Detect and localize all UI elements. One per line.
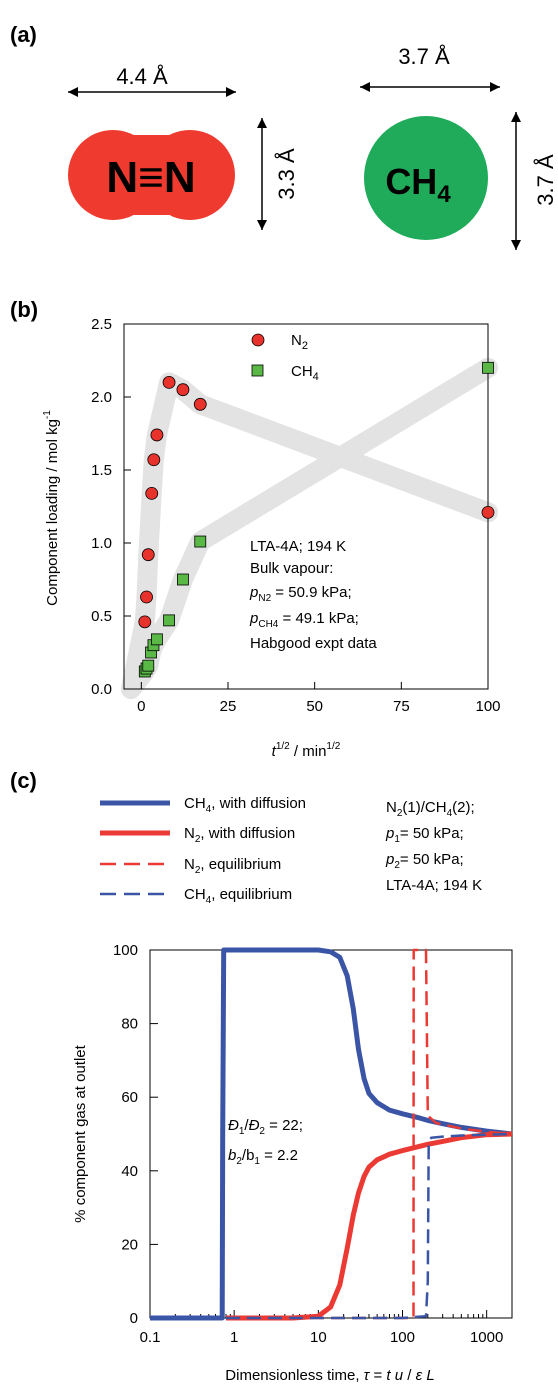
y-tick-label: 0.0 — [91, 681, 112, 698]
annot-line-2: Bulk vapour: — [250, 560, 333, 577]
annot-c-line-1: Đ1/Đ2 = 22; — [228, 1117, 303, 1137]
panel-b-label: (b) — [10, 297, 38, 322]
legend-n2-label: N2 — [291, 332, 308, 352]
x-tick-label: 100 — [475, 698, 500, 715]
n2-point — [150, 428, 164, 442]
ch4-height-label: 3.7 Å — [533, 154, 558, 206]
ch4-point — [482, 361, 494, 374]
param-line-2: p1= 50 kPa; — [385, 825, 464, 845]
chart-b-ylabel: Component loading / mol kg-1 — [42, 410, 61, 606]
legend-n2-diff-label: N2, with diffusion — [184, 825, 295, 845]
chart-c-xlabel: Dimensionless time, τ = t u / ε L — [225, 1367, 434, 1384]
y-tick-label: 1.0 — [91, 535, 112, 552]
x-tick-label: 1 — [230, 1329, 238, 1346]
chart-c-ticks: 0.1 1 10 100 1000 0 20 40 60 80 100 — [113, 942, 513, 1346]
n2-point — [481, 505, 495, 519]
x-tick-label: 0.1 — [140, 1329, 161, 1346]
n2-point — [138, 615, 152, 629]
x-tick-label: 100 — [390, 1329, 415, 1346]
n2-point — [145, 486, 159, 500]
y-tick-label: 2.0 — [91, 389, 112, 406]
param-line-3: p2= 50 kPa; — [385, 851, 464, 871]
ch4-point — [194, 535, 207, 548]
x-tick-label: 50 — [306, 698, 323, 715]
ch4-equilibrium-curve — [226, 1132, 513, 1320]
y-tick-label: 0.5 — [91, 608, 112, 625]
ch4-diffusion-curve — [150, 947, 513, 1321]
x-tick-label: 1000 — [470, 1329, 503, 1346]
x-tick-label: 10 — [310, 1329, 327, 1346]
n2-point — [141, 548, 155, 562]
ch4-sphere — [364, 116, 488, 240]
annot-line-5: Habgood expt data — [250, 635, 377, 652]
ch4-point — [163, 614, 175, 627]
legend-ch4-label: CH4 — [291, 363, 319, 383]
panel-c-label: (c) — [10, 768, 37, 793]
annot-line-4: pCH4 = 49.1 kPa; — [249, 610, 359, 630]
legend-ch4-eq-label: CH4, equilibrium — [184, 886, 292, 906]
y-tick-label: 0 — [130, 1310, 138, 1327]
x-tick-label: 0 — [137, 698, 145, 715]
ch4-height-arrow — [511, 112, 521, 250]
n2-point — [147, 453, 161, 467]
ch4-point — [151, 633, 163, 646]
param-line-1: N2(1)/CH4(2); — [386, 799, 475, 819]
ch4-point — [177, 573, 189, 586]
chart-b: 0 25 50 75 100 0.0 0.5 1.0 1.5 2.0 2.5 N2 CH4 LTA-… — [42, 316, 501, 760]
ch4-symbol: CH4 — [385, 161, 451, 208]
n2-symbol: N≡N — [106, 153, 195, 202]
n2-diffusion-curve — [226, 1131, 513, 1321]
chart-b-legend: N2 CH4 — [251, 332, 319, 383]
n2-equilibrium-curve — [226, 948, 513, 1320]
annot-c-line-2: b2/b1 = 2.2 — [228, 1147, 298, 1167]
chart-b-marks — [138, 361, 495, 678]
legend-n2-marker — [251, 333, 265, 347]
chart-c: 0.1 1 10 100 1000 0 20 40 60 80 100 Đ1/Đ2 = 22; b2… — [72, 942, 513, 1384]
param-line-4: LTA-4A; 194 K — [386, 877, 482, 894]
chart-c-frame — [149, 949, 513, 1319]
n2-height-arrow — [257, 118, 267, 230]
y-tick-label: 1.5 — [91, 462, 112, 479]
chart-b-annotation: LTA-4A; 194 K Bulk vapour: pN2 = 50.9 kP… — [249, 538, 377, 652]
chart-c-annotation: Đ1/Đ2 = 22; b2/b1 = 2.2 — [228, 1117, 303, 1167]
annot-line-1: LTA-4A; 194 K — [250, 538, 346, 555]
n2-bridge — [113, 135, 190, 215]
chart-b-ticks: 0 25 50 75 100 0.0 0.5 1.0 1.5 2.0 2.5 — [91, 316, 500, 715]
x-tick-label: 25 — [220, 698, 237, 715]
panel-a-label: (a) — [10, 22, 37, 47]
y-tick-label: 60 — [121, 1089, 138, 1106]
legend-ch4-marker — [251, 364, 264, 377]
n2-molecule: N≡N — [68, 130, 235, 220]
n2-point — [176, 383, 190, 397]
y-tick-label: 40 — [121, 1163, 138, 1180]
n2-point — [162, 375, 176, 389]
n2-point — [140, 590, 153, 604]
n2-height-label: 3.3 Å — [274, 148, 299, 200]
y-tick-label: 2.5 — [91, 316, 112, 333]
chart-c-ylabel: % component gas at outlet — [72, 1044, 89, 1222]
chart-c-lines — [150, 947, 513, 1321]
chart-c-legend: CH4, with diffusion N2, with diffusion N… — [100, 795, 306, 906]
ch4-width-label: 3.7 Å — [398, 44, 450, 69]
n2-width-label: 4.4 Å — [116, 64, 168, 89]
y-tick-label: 100 — [113, 942, 138, 959]
chart-b-xlabel: t1/2 / min1/2 — [272, 741, 341, 760]
ch4-point — [142, 659, 155, 672]
ch4-width-arrow — [360, 82, 500, 92]
n2-width-arrow — [68, 87, 236, 97]
y-tick-label: 80 — [121, 1016, 138, 1033]
n2-point — [193, 397, 207, 411]
ch4-molecule: CH4 — [364, 116, 488, 240]
chart-c-params: N2(1)/CH4(2); p1= 50 kPa; p2= 50 kPa; LT… — [385, 799, 482, 894]
legend-n2-eq-label: N2, equilibrium — [184, 856, 281, 876]
y-tick-label: 20 — [121, 1236, 138, 1253]
legend-ch4-diff-label: CH4, with diffusion — [184, 795, 306, 815]
annot-line-3: pN2 = 50.9 kPa; — [249, 584, 352, 604]
x-tick-label: 75 — [393, 698, 410, 715]
